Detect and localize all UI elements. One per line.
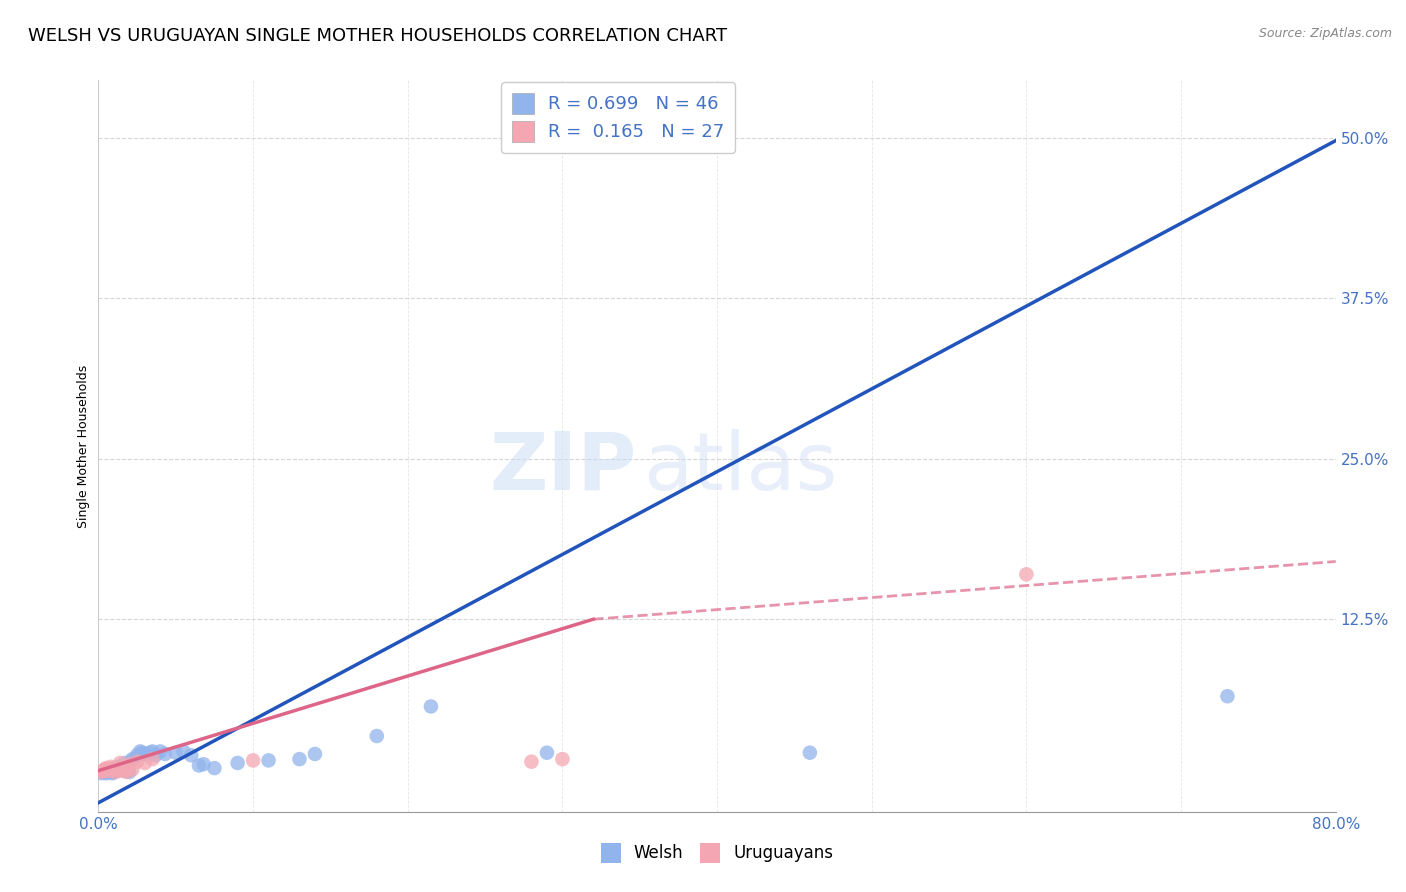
Point: [103, 761, 125, 775]
Point: [103, 764, 125, 779]
Point: [98, 764, 121, 779]
Point: [118, 757, 141, 772]
Point: [101, 764, 124, 778]
Point: [105, 764, 128, 778]
Point: [180, 748, 202, 763]
Point: [117, 761, 139, 775]
Point: [242, 753, 264, 767]
Point: [90, 766, 112, 780]
Point: [121, 752, 143, 766]
Point: [121, 763, 143, 777]
Point: [93, 764, 115, 778]
Point: [138, 746, 160, 760]
Text: WELSH VS URUGUAYAN SINGLE MOTHER HOUSEHOLDS CORRELATION CHART: WELSH VS URUGUAYAN SINGLE MOTHER HOUSEHO…: [28, 27, 727, 45]
Point: [100, 764, 122, 778]
Point: [104, 761, 127, 775]
Text: Source: ZipAtlas.com: Source: ZipAtlas.com: [1258, 27, 1392, 40]
Point: [100, 760, 122, 774]
Point: [115, 764, 138, 779]
Point: [127, 748, 149, 763]
Point: [226, 756, 249, 770]
Point: [111, 761, 132, 775]
Point: [120, 755, 142, 769]
Point: [91, 764, 114, 779]
Point: [172, 744, 194, 758]
Point: [536, 746, 558, 760]
Point: [288, 752, 311, 766]
Point: [114, 756, 136, 770]
Point: [96, 761, 118, 775]
Point: [97, 764, 120, 778]
Point: [115, 763, 138, 777]
Y-axis label: Single Mother Households: Single Mother Households: [77, 364, 90, 528]
Point: [114, 764, 136, 778]
Text: ZIP: ZIP: [489, 429, 637, 507]
Point: [799, 746, 821, 760]
Point: [111, 761, 132, 775]
Point: [97, 763, 120, 777]
Point: [108, 756, 131, 770]
Point: [117, 764, 139, 778]
Point: [366, 729, 388, 743]
Point: [204, 761, 226, 775]
Point: [103, 763, 125, 777]
Point: [193, 757, 215, 772]
Point: [165, 746, 187, 760]
Point: [93, 763, 115, 777]
Point: [112, 764, 135, 778]
Point: [1216, 690, 1239, 704]
Point: [141, 744, 165, 758]
Point: [127, 755, 149, 769]
Point: [108, 763, 131, 777]
Point: [101, 766, 124, 780]
Text: atlas: atlas: [643, 429, 837, 507]
Point: [104, 764, 127, 779]
Point: [134, 747, 156, 761]
Point: [107, 764, 129, 778]
Point: [90, 764, 112, 779]
Point: [107, 760, 129, 774]
Point: [551, 752, 574, 766]
Point: [98, 763, 121, 777]
Point: [145, 748, 167, 763]
Point: [520, 755, 543, 769]
Legend: Welsh, Uruguayans: Welsh, Uruguayans: [593, 837, 841, 869]
Point: [96, 766, 118, 780]
Point: [257, 753, 280, 767]
Point: [91, 764, 114, 778]
Point: [188, 758, 211, 772]
Point: [1015, 567, 1038, 582]
Point: [141, 752, 165, 766]
Point: [304, 747, 326, 761]
Point: [105, 763, 128, 777]
Point: [153, 747, 176, 761]
Point: [149, 744, 172, 758]
Point: [134, 756, 156, 770]
Point: [118, 764, 141, 779]
Point: [131, 746, 153, 760]
Point: [129, 744, 152, 758]
Point: [419, 699, 441, 714]
Point: [112, 760, 135, 774]
